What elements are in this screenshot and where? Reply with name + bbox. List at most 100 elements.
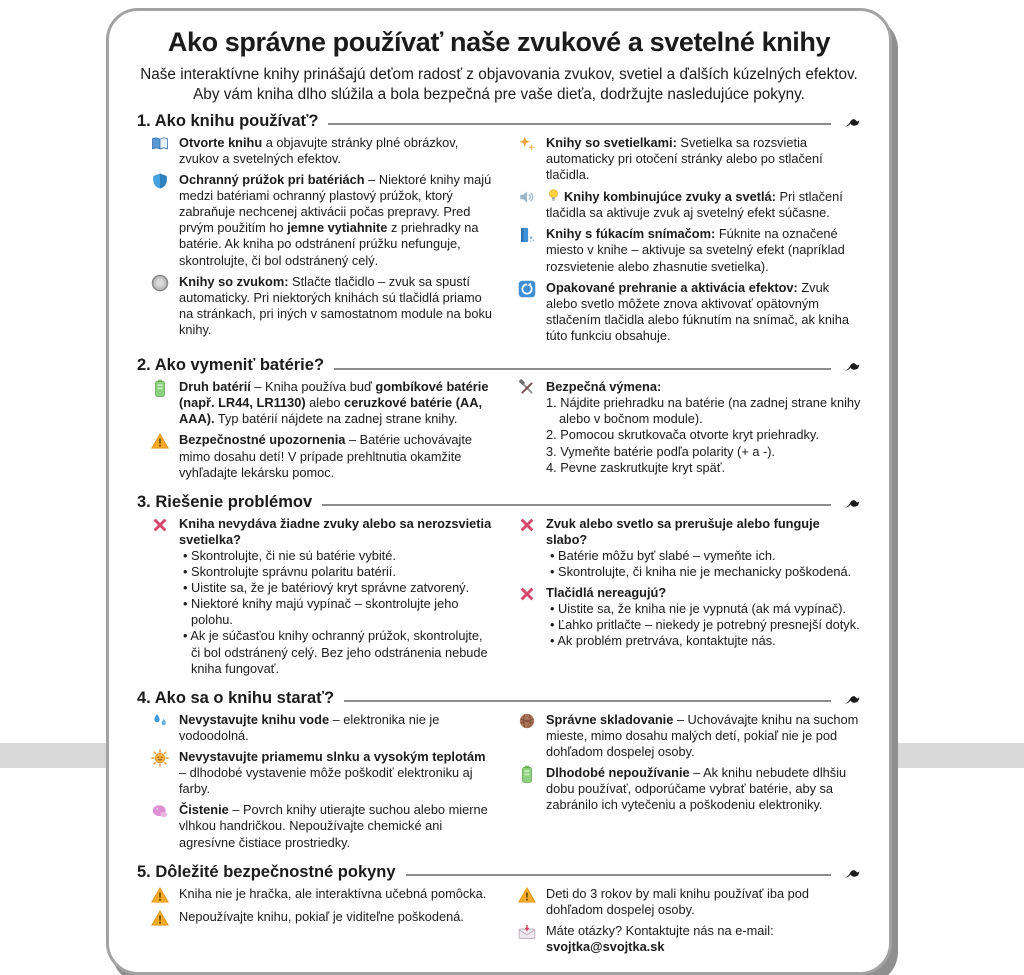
step-2: 2. Pomocou skrutkovača otvorte kryt prie… <box>546 427 861 443</box>
section-title: 4. Ako sa o knihu starať? <box>137 689 334 708</box>
list-item: Opakované prehranie a aktivácia efektov:… <box>518 280 861 344</box>
item-text: Druh batérií – Kniha používa buď gombíko… <box>179 379 494 427</box>
section-title: 2. Ako vymeniť batérie? <box>137 356 324 375</box>
list-item: Nevystavujte knihu vode – elektronika ni… <box>151 712 494 744</box>
speaker-icon <box>518 188 536 206</box>
column-right: Deti do 3 rokov by mali knihu používať i… <box>518 886 861 960</box>
list-item: Knihy kombinujúce zvuky a svetlá: Pri st… <box>518 188 861 221</box>
problem-title: Kniha nevydáva žiadne zvuky alebo sa ner… <box>179 516 494 548</box>
section-heading-row: 3. Riešenie problémov <box>137 493 861 512</box>
bullet: Uistite sa, že je batériový kryt správne… <box>179 580 494 596</box>
section-rule <box>322 504 831 506</box>
squiggle-icon <box>841 867 861 880</box>
column-left: Druh batérií – Kniha používa buď gombíko… <box>151 379 494 486</box>
item-text: Kniha nie je hračka, ale interaktívna uč… <box>179 886 494 904</box>
item-text: Nevystavujte knihu vode – elektronika ni… <box>179 712 494 744</box>
bulb-icon <box>546 188 561 203</box>
list-item: Deti do 3 rokov by mali knihu používať i… <box>518 886 861 918</box>
warning-icon <box>151 886 169 904</box>
column-left: Nevystavujte knihu vode – elektronika ni… <box>151 712 494 856</box>
item-text: Dlhodobé nepoužívanie – Ak knihu nebudet… <box>546 765 861 813</box>
sponge-icon <box>151 802 169 820</box>
steps-title: Bezpečná výmena: <box>546 379 861 395</box>
item-text: Bezpečnostné upozornenia – Batérie uchov… <box>179 432 494 480</box>
bullet: Skontrolujte správnu polaritu batérií. <box>179 564 494 580</box>
section-heading-row: 5. Dôležité bezpečnostné pokyny <box>137 863 861 882</box>
list-item: Otvorte knihu a objavujte stránky plné o… <box>151 135 494 167</box>
item-text: Deti do 3 rokov by mali knihu používať i… <box>546 886 861 918</box>
item-text: Máte otázky? Kontaktujte nás na e-mail: … <box>546 923 861 955</box>
list-item: Dlhodobé nepoužívanie – Ak knihu nebudet… <box>518 765 861 813</box>
section-how-to-use: 1. Ako knihu používať? Otvorte knihu a o… <box>137 112 861 349</box>
battery-icon <box>151 379 169 397</box>
sound-button-icon <box>151 274 169 292</box>
column-right: Správne skladovanie – Uchovávajte knihu … <box>518 712 861 856</box>
section-heading-row: 1. Ako knihu používať? <box>137 112 861 131</box>
item-text: Knihy kombinujúce zvuky a svetlá: Pri st… <box>546 188 861 221</box>
section-columns: Druh batérií – Kniha používa buď gombíko… <box>137 379 861 486</box>
instruction-sheet: Ako správne používať naše zvukové a svet… <box>106 8 892 975</box>
column-left: Kniha nie je hračka, ale interaktívna uč… <box>151 886 494 960</box>
storage-box-icon <box>518 712 536 730</box>
problem-block: Zvuk alebo svetlo sa prerušuje alebo fun… <box>546 516 861 580</box>
intro-line-2: Aby vám kniha dlho slúžila a bola bezpeč… <box>137 85 861 105</box>
section-rule <box>328 123 831 125</box>
section-troubleshooting: 3. Riešenie problémov Kniha nevydáva žia… <box>137 493 861 682</box>
item-text: Knihy so zvukom: Stlačte tlačidlo – zvuk… <box>179 274 494 338</box>
section-care: 4. Ako sa o knihu starať? Nevystavujte k… <box>137 689 861 856</box>
bullet: Skontrolujte, či kniha nie je mechanicky… <box>546 564 861 580</box>
item-text: Otvorte knihu a objavujte stránky plné o… <box>179 135 494 167</box>
list-item: Správne skladovanie – Uchovávajte knihu … <box>518 712 861 760</box>
intro-line-1: Naše interaktívne knihy prinášajú deťom … <box>137 65 861 85</box>
squiggle-icon <box>841 693 861 706</box>
section-rule <box>406 874 831 876</box>
tools-icon <box>518 379 536 397</box>
step-3: 3. Vymeňte batérie podľa polarity (+ a -… <box>546 444 861 460</box>
column-right: Knihy so svetielkami: Svetielka sa rozsv… <box>518 135 861 349</box>
section-safety: 5. Dôležité bezpečnostné pokyny Kniha ni… <box>137 863 861 960</box>
bullet: Uistite sa, že kniha nie je vypnutá (ak … <box>546 601 861 617</box>
water-drops-icon <box>151 712 169 730</box>
warning-icon <box>518 886 536 904</box>
list-item: Bezpečnostné upozornenia – Batérie uchov… <box>151 432 494 480</box>
bullet: Niektoré knihy majú vypínač – skontroluj… <box>179 596 494 628</box>
list-item: Ochranný prúžok pri batériách – Niektoré… <box>151 172 494 269</box>
error-x-icon <box>518 516 536 534</box>
item-text: Nepoužívajte knihu, pokiaľ je viditeľne … <box>179 909 494 927</box>
sun-face-icon <box>151 749 169 767</box>
blow-sensor-icon <box>518 226 536 244</box>
item-text: Ochranný prúžok pri batériách – Niektoré… <box>179 172 494 269</box>
section-columns: Nevystavujte knihu vode – elektronika ni… <box>137 712 861 856</box>
squiggle-icon <box>841 116 861 129</box>
list-item: Nepoužívajte knihu, pokiaľ je viditeľne … <box>151 909 494 927</box>
bullet: Ak problém pretrváva, kontaktujte nás. <box>546 633 861 649</box>
list-item: Kniha nevydáva žiadne zvuky alebo sa ner… <box>151 516 494 677</box>
item-text: Správne skladovanie – Uchovávajte knihu … <box>546 712 861 760</box>
problem-block: Kniha nevydáva žiadne zvuky alebo sa ner… <box>179 516 494 677</box>
squiggle-icon <box>841 360 861 373</box>
list-item: Knihy so svetielkami: Svetielka sa rozsv… <box>518 135 861 183</box>
column-left: Otvorte knihu a objavujte stránky plné o… <box>151 135 494 349</box>
step-1: 1. Nájdite priehradku na batérie (na zad… <box>546 395 861 427</box>
section-rule <box>344 700 831 702</box>
problem-title: Zvuk alebo svetlo sa prerušuje alebo fun… <box>546 516 861 548</box>
step-4: 4. Pevne zaskrutkujte kryt späť. <box>546 460 861 476</box>
section-title: 5. Dôležité bezpečnostné pokyny <box>137 863 396 882</box>
column-right: Zvuk alebo svetlo sa prerušuje alebo fun… <box>518 516 861 682</box>
list-item: Nevystavujte priamemu slnku a vysokým te… <box>151 749 494 797</box>
list-item: Tlačidlá nereagujú? Uistite sa, že kniha… <box>518 585 861 649</box>
bullet: Ľahko pritlačte – niekedy je potrebný pr… <box>546 617 861 633</box>
sparkles-icon <box>518 135 536 153</box>
list-item: Bezpečná výmena: 1. Nájdite priehradku n… <box>518 379 861 476</box>
item-text: Knihy so svetielkami: Svetielka sa rozsv… <box>546 135 861 183</box>
problem-block: Tlačidlá nereagujú? Uistite sa, že kniha… <box>546 585 861 649</box>
section-heading-row: 2. Ako vymeniť batérie? <box>137 356 861 375</box>
intro-text: Naše interaktívne knihy prinášajú deťom … <box>137 65 861 105</box>
bullet: Batérie môžu byť slabé – vymeňte ich. <box>546 548 861 564</box>
section-columns: Kniha nie je hračka, ale interaktívna uč… <box>137 886 861 960</box>
problem-title: Tlačidlá nereagujú? <box>546 585 861 601</box>
shield-icon <box>151 172 169 190</box>
list-item: Zvuk alebo svetlo sa prerušuje alebo fun… <box>518 516 861 580</box>
open-book-icon <box>151 135 169 153</box>
warning-icon <box>151 432 169 450</box>
